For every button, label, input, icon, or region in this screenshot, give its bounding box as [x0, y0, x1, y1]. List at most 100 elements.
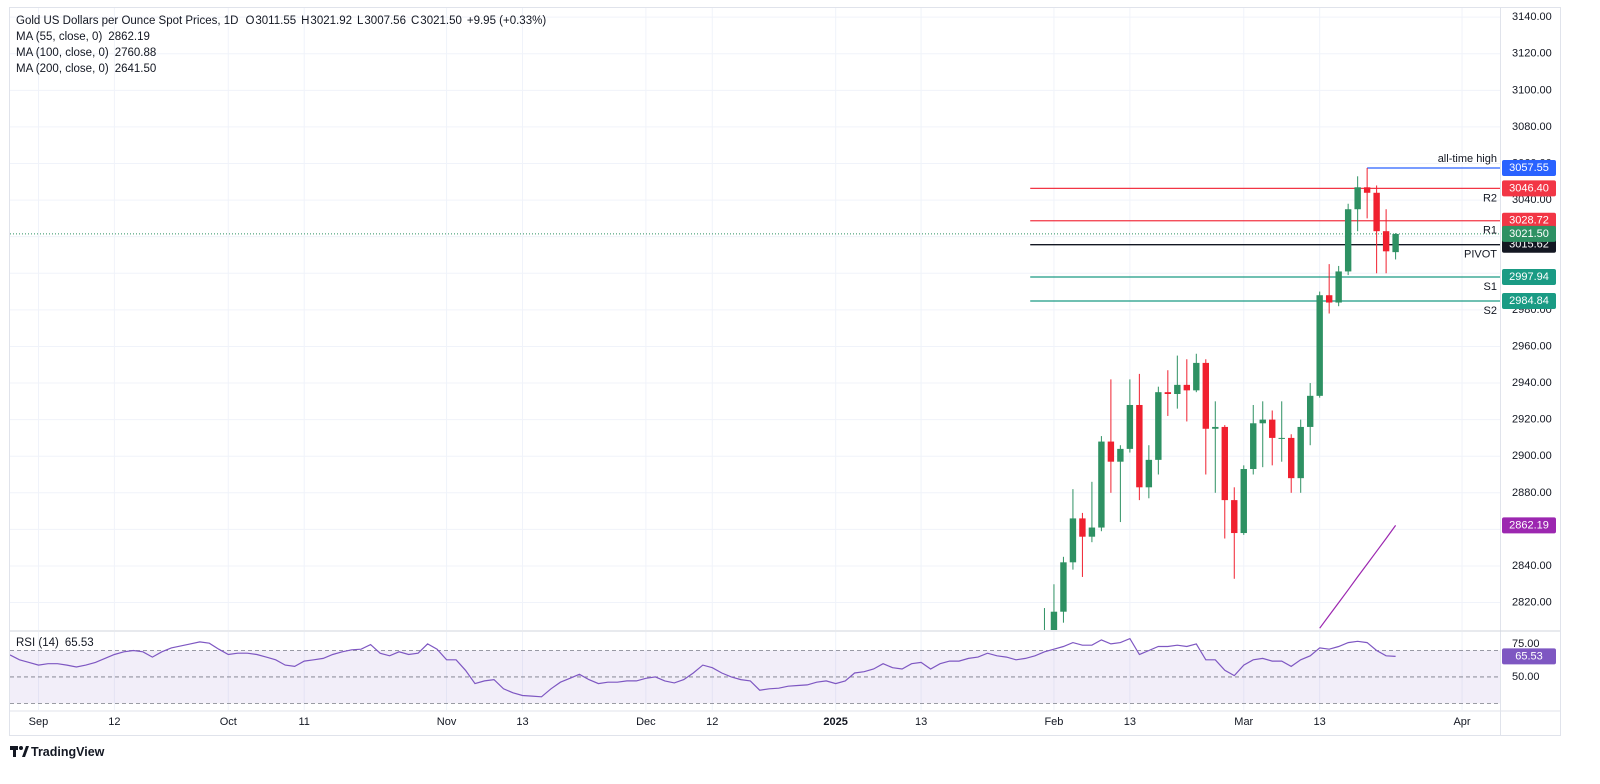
legend-title: Gold US Dollars per Ounce Spot Prices, 1…	[16, 15, 238, 27]
x-tick-label: 11	[298, 716, 309, 728]
logo-part	[13, 746, 16, 757]
legend-ma-value: 2760.88	[115, 47, 157, 59]
legend-rsi-name: RSI (14)	[16, 637, 59, 649]
rsi-line	[10, 637, 1396, 698]
y-tick-label: 3120.00	[1512, 48, 1552, 60]
candle-body	[1382, 231, 1390, 252]
price-box-label: 3046.40	[1509, 182, 1549, 194]
legend-ohlc-value: 3007.56	[364, 15, 406, 27]
x-tick-label: Apr	[1453, 716, 1470, 728]
price-box	[1502, 517, 1556, 534]
candle-body	[1212, 426, 1219, 429]
legend-ohlc-key: O	[245, 15, 254, 27]
y-tick-label: 3040.00	[1512, 194, 1552, 206]
legend-ma-value: 2641.50	[115, 63, 157, 75]
ma-line	[1319, 525, 1397, 629]
price-box-label: 3028.72	[1509, 215, 1549, 227]
x-tick-label: Dec	[636, 716, 656, 728]
y-tick-label: 2820.00	[1512, 597, 1552, 609]
legend-ma-name: MA (200, close, 0)	[16, 63, 109, 75]
rsi-tick-label: 75.00	[1512, 638, 1540, 650]
legend-ohlc-value: 3021.50	[420, 15, 462, 27]
candle-body	[1306, 395, 1314, 427]
candle-body	[1316, 295, 1323, 396]
x-tick-label: 13	[1124, 716, 1136, 728]
frame	[9, 7, 1561, 736]
legend-ohlc-key: C	[411, 15, 419, 27]
x-tick-label: Mar	[1234, 716, 1253, 728]
x-tick-label: Oct	[220, 716, 237, 728]
brand-name[interactable]: TradingView	[31, 745, 105, 759]
x-tick-label: 13	[915, 716, 927, 728]
legend-change: +9.95 (+0.33%)	[467, 15, 546, 27]
candle-body	[1335, 271, 1342, 303]
x-tick-label: 2025	[823, 716, 847, 728]
price-box-label: 2862.19	[1509, 519, 1549, 531]
candle-body	[1297, 426, 1304, 479]
price-box	[1502, 225, 1556, 242]
x-tick-label: Feb	[1044, 716, 1063, 728]
y-tick-label: 3080.00	[1512, 121, 1552, 133]
legend-ohlc-key: L	[357, 15, 364, 27]
y-tick-label: 2960.00	[1512, 340, 1552, 352]
logo-part	[22, 746, 29, 757]
price-box-label: 2984.84	[1509, 295, 1549, 307]
candle-body	[1354, 187, 1361, 210]
legend: Gold US Dollars per Ounce Spot Prices, 1…	[16, 15, 546, 649]
level-label: all-time high	[1438, 153, 1497, 165]
candle-body	[1193, 362, 1200, 391]
legend-ohlc-value: 3011.55	[255, 15, 296, 27]
level-label: PIVOT	[1464, 249, 1497, 261]
candle-body	[1079, 518, 1086, 537]
candle-body	[1202, 362, 1209, 429]
candle-body	[1155, 392, 1162, 460]
price-box-label: 65.53	[1515, 650, 1543, 662]
candle-body	[1126, 404, 1134, 449]
candle-body	[1373, 192, 1380, 232]
logo-part	[19, 746, 23, 750]
candle-body	[1174, 384, 1181, 395]
legend-ma-name: MA (55, close, 0)	[16, 31, 102, 43]
price-box	[1502, 292, 1556, 309]
y-tick-label: 2880.00	[1512, 487, 1552, 499]
candle-body	[1269, 419, 1276, 438]
rsi-tick-label: 50.00	[1512, 671, 1540, 683]
legend-rsi-value: 65.53	[65, 637, 94, 649]
candle-body	[1288, 437, 1295, 479]
candle-body	[1069, 518, 1077, 563]
rsi-pane	[10, 637, 1500, 704]
candle-body	[1259, 419, 1266, 424]
x-tick-label: 12	[108, 716, 120, 728]
price-box	[1502, 159, 1556, 176]
candle-body	[1107, 441, 1115, 462]
x-tick-label: 13	[516, 716, 528, 728]
y-tick-label: 2920.00	[1512, 414, 1552, 426]
candle-body	[1060, 562, 1067, 612]
candle-body	[1050, 611, 1058, 630]
price-box	[1502, 180, 1556, 197]
y-tick-label: 2900.00	[1512, 450, 1552, 462]
candle-body	[1240, 469, 1247, 534]
legend-ohlc-key: H	[301, 15, 309, 27]
candle-body	[1136, 404, 1143, 488]
candle-body	[1088, 527, 1096, 537]
price-box	[1502, 648, 1556, 665]
candle-body	[1325, 295, 1333, 303]
price-pane	[10, 167, 1500, 630]
candle-body	[1278, 437, 1285, 439]
y-tick-label: 2840.00	[1512, 560, 1552, 572]
price-box-label: 3021.50	[1509, 228, 1549, 240]
candle-body	[1164, 392, 1172, 395]
candle-body	[1363, 187, 1371, 193]
axes: 2820.002840.002860.002880.002900.002920.…	[29, 11, 1556, 728]
candle-body	[1250, 423, 1257, 470]
price-box	[1502, 212, 1556, 229]
y-tick-label: 3140.00	[1512, 11, 1552, 23]
level-label: R2	[1483, 192, 1497, 204]
brand-logo[interactable]: TradingView	[10, 745, 105, 759]
candle-body	[1117, 448, 1124, 462]
y-tick-label: 3100.00	[1512, 84, 1552, 96]
level-label: R1	[1483, 225, 1497, 237]
